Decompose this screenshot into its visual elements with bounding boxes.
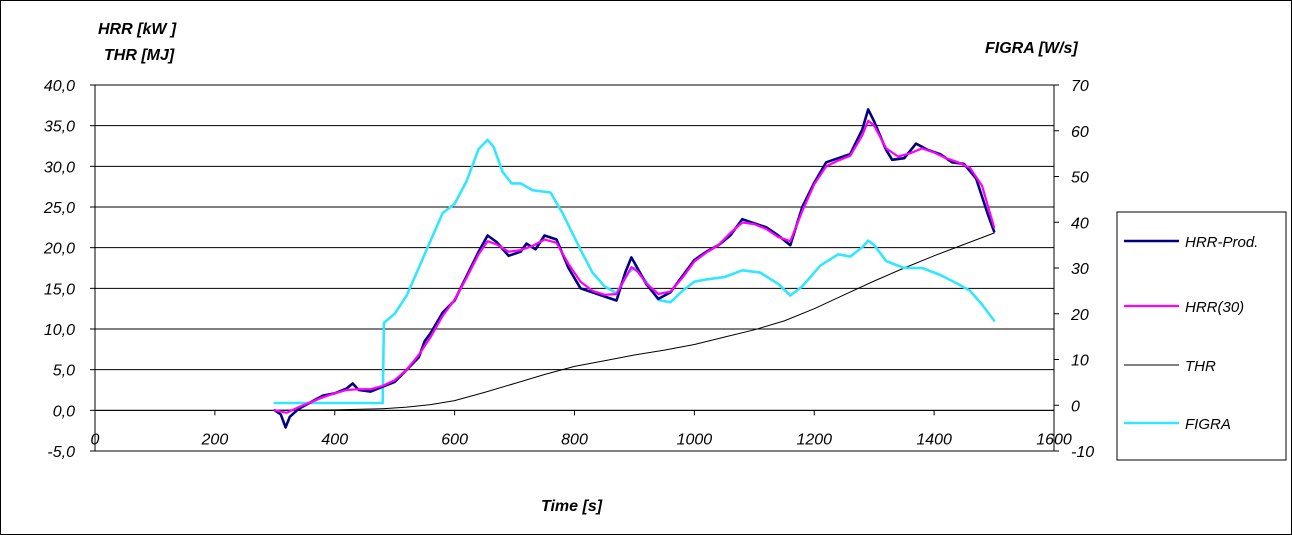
y-right-tick-label: 70 xyxy=(1071,78,1089,95)
x-tick-label: 800 xyxy=(561,431,588,448)
y-right-tick-label: 40 xyxy=(1071,215,1089,232)
x-tick-label: 0 xyxy=(91,431,100,448)
y-left-tick-label: 15,0 xyxy=(44,281,75,298)
legend: HRR-Prod. HRR(30) THR FIGRA xyxy=(1116,211,1287,461)
x-tick-label: 1000 xyxy=(677,431,713,448)
y-right-tick-label: 20 xyxy=(1070,307,1089,324)
y-right-tick-label: -10 xyxy=(1071,444,1094,461)
y-left-tick-label: 25,0 xyxy=(43,200,75,217)
legend-label: HRR-Prod. xyxy=(1185,234,1258,251)
left-axis-title-thr: THR [MJ] xyxy=(104,47,175,64)
y-left-tick-label: 40,0 xyxy=(44,78,75,95)
x-tick-label: 600 xyxy=(441,431,468,448)
y-left-tick-label: 0,0 xyxy=(53,403,75,420)
y-right-tick-label: 30 xyxy=(1071,261,1089,278)
x-axis-title: Time [s] xyxy=(541,498,603,515)
series-line-hrr-30 xyxy=(273,119,996,414)
x-tick-label: 1600 xyxy=(1036,431,1072,448)
x-tick-label: 200 xyxy=(201,431,229,448)
y-left-tick-label: -5,0 xyxy=(47,444,75,461)
legend-box xyxy=(1116,211,1287,461)
axis-titles: HRR [kW ] THR [MJ] FIGRA [W/s] Time [s] xyxy=(98,21,1078,515)
legend-label: HRR(30) xyxy=(1185,299,1244,316)
y-left-tick-label: 30,0 xyxy=(44,159,75,176)
y-left-tick-label: 20,0 xyxy=(43,241,75,258)
left-axis-title-hrr: HRR [kW ] xyxy=(98,21,177,38)
y-right-tick-label: 10 xyxy=(1071,353,1089,370)
y-left-tick-label: 10,0 xyxy=(44,322,75,339)
y-right-tick-label: 60 xyxy=(1071,124,1089,141)
x-tick-label: 1200 xyxy=(796,431,832,448)
x-tick-label: 400 xyxy=(321,431,348,448)
axes: 0 200 400 600 800 1000 1200 1400 1600-5,00,05,01… xyxy=(43,78,1094,461)
y-left-tick-label: 5,0 xyxy=(53,363,75,380)
legend-label: FIGRA xyxy=(1185,416,1231,433)
y-right-tick-label: 0 xyxy=(1071,398,1080,415)
x-tick-label: 1400 xyxy=(916,431,952,448)
series-lines xyxy=(273,108,996,429)
right-axis-title-figra: FIGRA [W/s] xyxy=(985,40,1078,57)
y-left-tick-label: 35,0 xyxy=(44,119,75,136)
y-right-tick-label: 50 xyxy=(1071,170,1089,187)
legend-label: THR xyxy=(1185,358,1216,375)
series-line-thr xyxy=(274,232,995,411)
